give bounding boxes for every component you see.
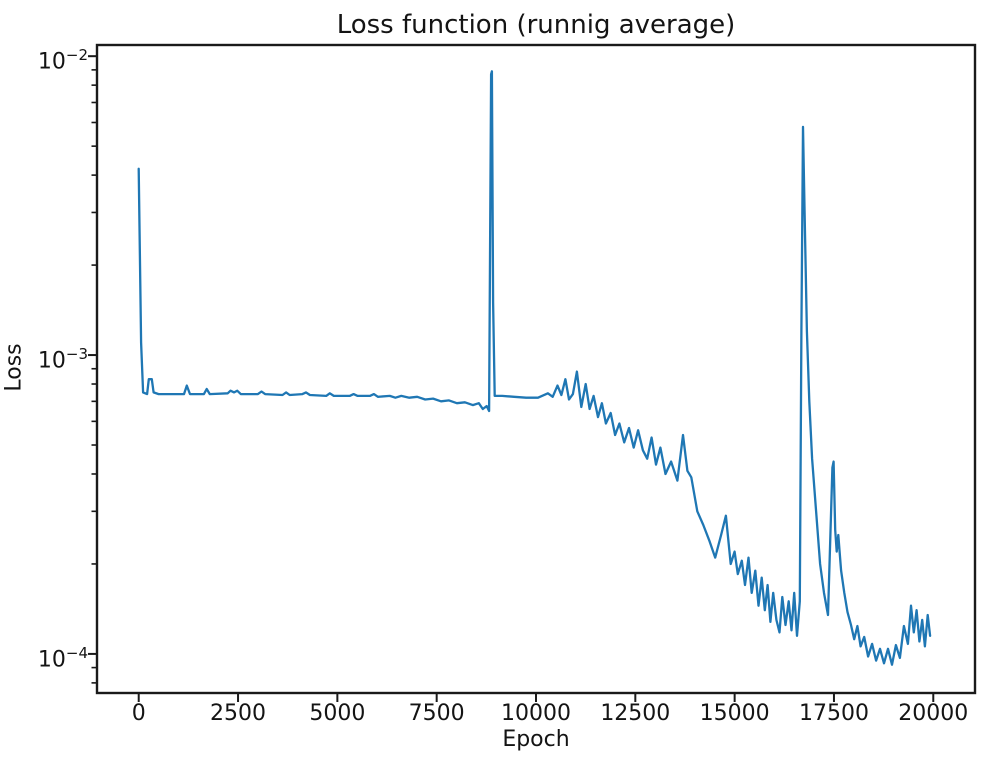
y-tick-label: 10−2 [37, 46, 88, 75]
x-axis-label: Epoch [502, 727, 570, 752]
x-tick-label: 7500 [408, 701, 465, 726]
chart-title: Loss function (runnig average) [336, 10, 736, 40]
x-tick-label: 12500 [600, 701, 671, 726]
x-tick-label: 17500 [798, 701, 869, 726]
y-tick-label: 10−4 [37, 643, 88, 673]
loss-line-series [137, 70, 932, 666]
x-tick-label: 10000 [501, 701, 571, 726]
x-tick-label: 0 [131, 701, 146, 726]
x-tick-label: 15000 [699, 701, 770, 726]
x-tick-label: 5000 [309, 701, 366, 726]
y-tick-label: 10−3 [37, 345, 88, 374]
x-tick-label: 20000 [898, 701, 969, 726]
x-tick-label: 2500 [210, 701, 267, 726]
axes-spines [95, 43, 977, 695]
